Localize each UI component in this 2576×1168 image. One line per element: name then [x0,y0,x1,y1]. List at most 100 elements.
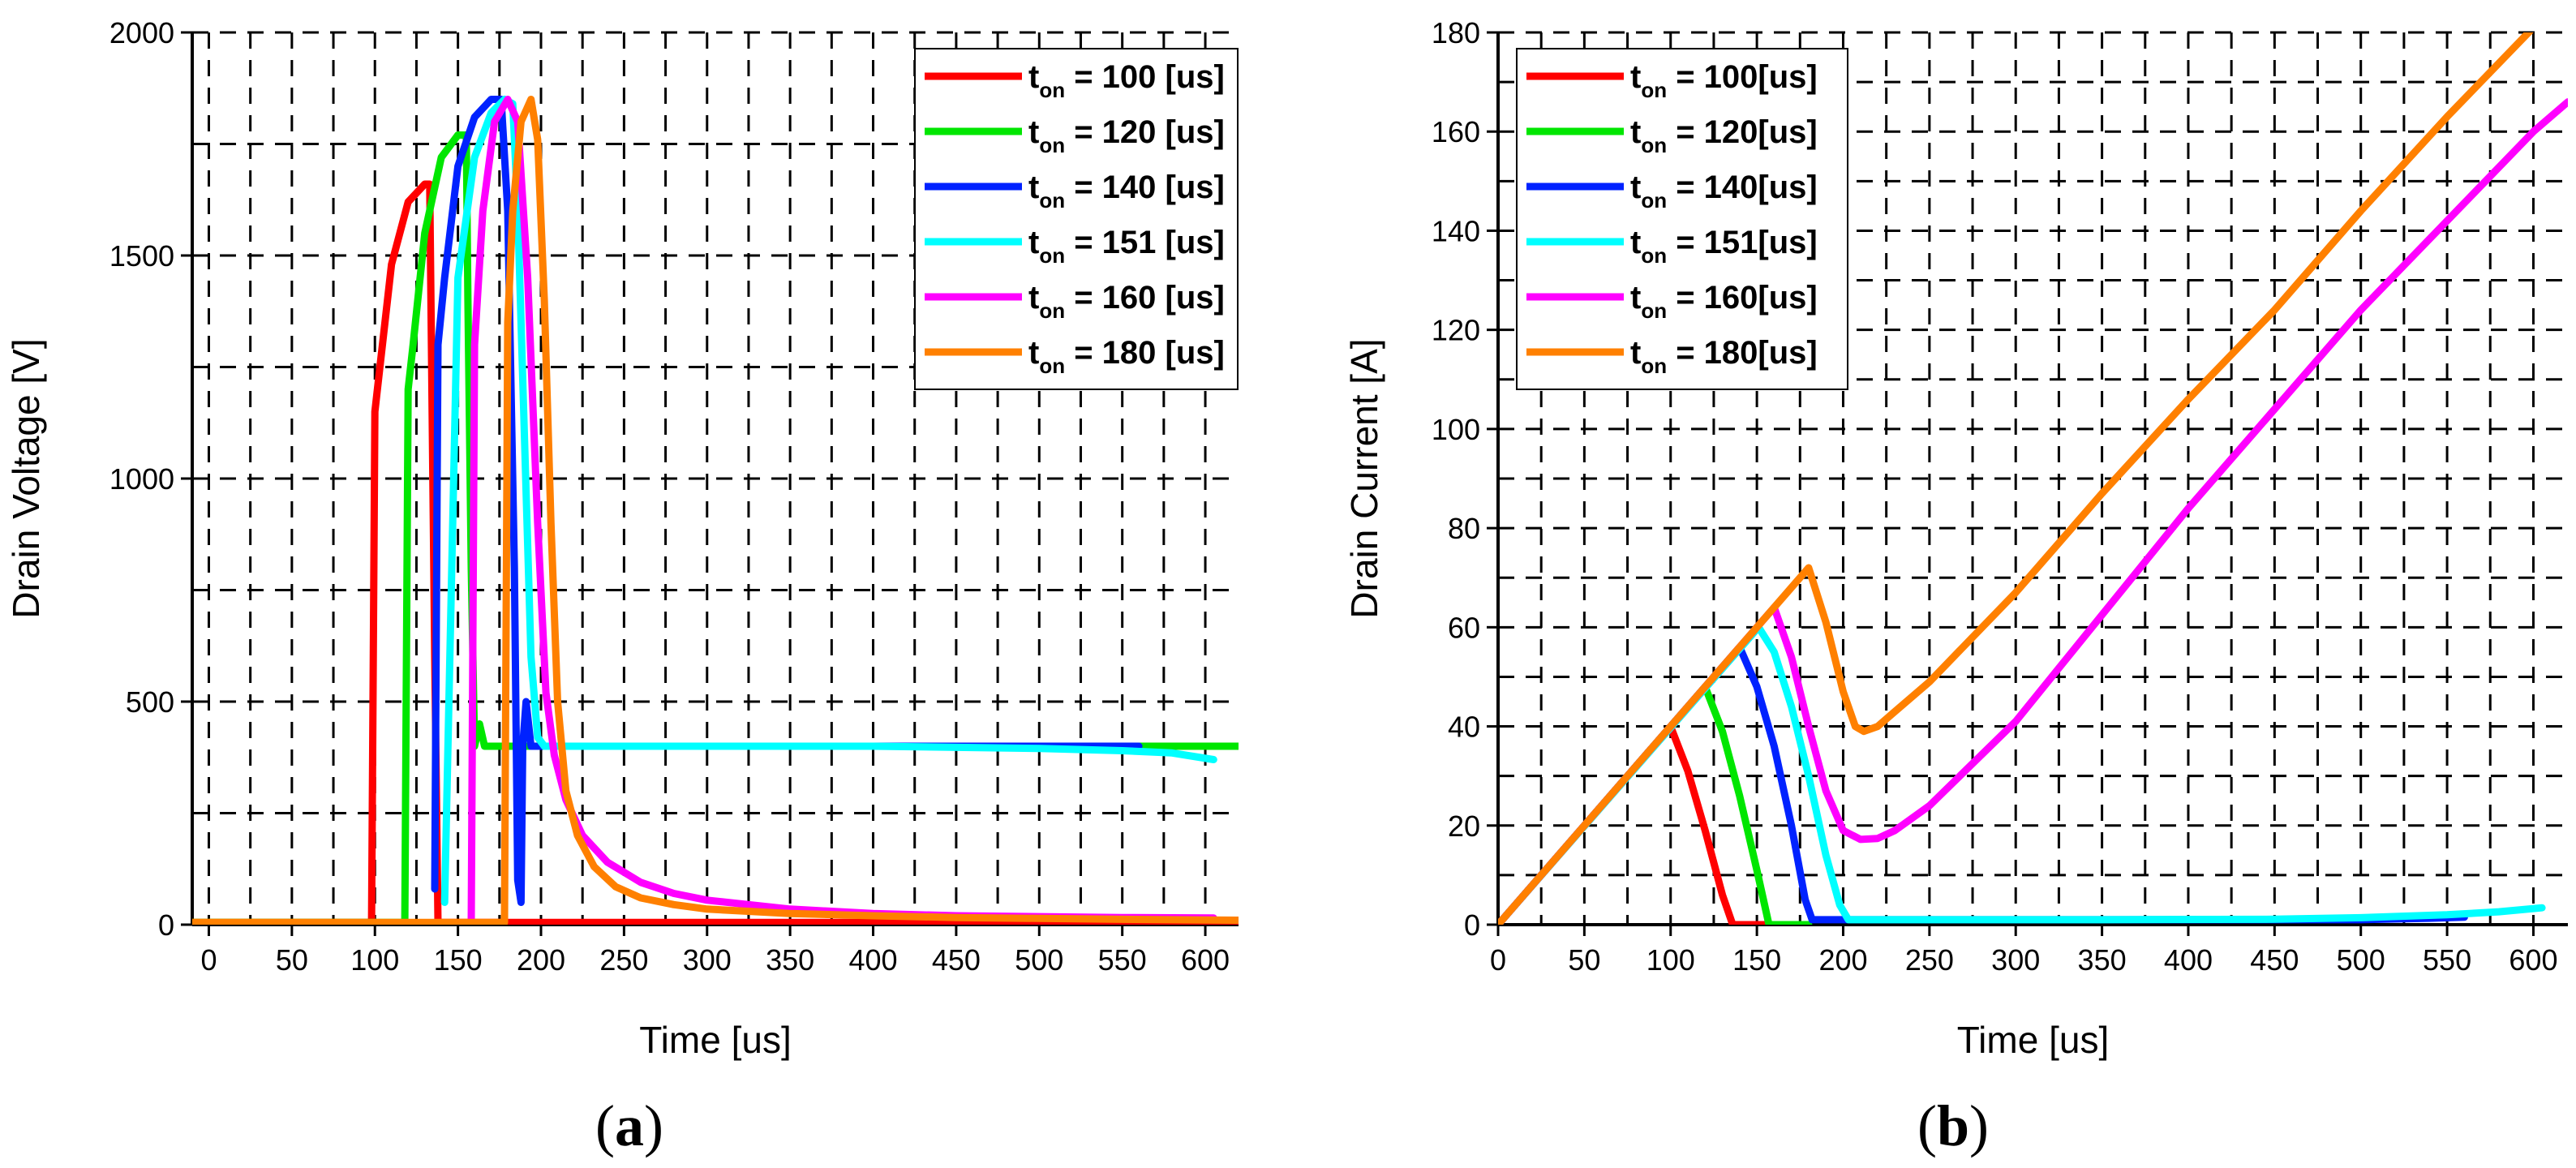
panel-a: 0 50 100 150 200 250 300 350 400 450 500 550 600 0 500… [5,16,1239,1158]
x-tick-label: 400 [848,943,897,977]
legend-label-rest: = 180 [us] [1065,335,1225,371]
legend: ton = 100[us]ton = 120[us]ton = 140[us]t… [1516,48,1848,390]
legend-label-rest: = 100[us] [1667,59,1818,95]
y-tick-label: 500 [126,685,174,719]
legend-label-main: t [1630,114,1641,150]
legend-label: ton = 151 [us] [1028,225,1225,268]
x-tick-label: 350 [2078,943,2127,977]
x-tick-label: 250 [1905,943,1954,977]
legend-label-main: t [1630,335,1641,371]
y-tick-label: 1000 [109,462,174,496]
x-tick-label: 600 [2509,943,2557,977]
caption-paren-open: ( [595,1093,615,1158]
x-tick-label: 450 [2250,943,2299,977]
x-tick-label: 150 [434,943,483,977]
legend-label-rest: = 151[us] [1667,225,1818,260]
x-tick-label: 550 [1098,943,1147,977]
x-tick-label: 0 [1490,943,1506,977]
panel-b: 0 50 100 150 200 250 300 350 400 450 500 550 600 0 20 4… [1343,16,2568,1158]
legend-label-main: t [1630,225,1641,260]
y-tick-label: 0 [158,908,174,942]
x-tick-label: 500 [1015,943,1063,977]
legend-label-rest: = 140[us] [1667,170,1818,205]
legend-box [1516,48,1848,390]
series-line-160 [1498,98,2568,925]
x-tick-label: 100 [350,943,399,977]
legend-label-sub: on [1039,188,1065,213]
x-tick-label: 50 [276,943,308,977]
x-tick-label: 0 [200,943,217,977]
legend-label-main: t [1630,280,1641,316]
legend-label: ton = 180 [us] [1028,335,1225,378]
legend-label-sub: on [1641,133,1667,157]
legend-label: ton = 140[us] [1630,170,1818,213]
legend-label-sub: on [1641,354,1667,378]
x-tick-label: 450 [932,943,981,977]
legend-label: ton = 151[us] [1630,225,1818,268]
caption-letter: b [1937,1093,1969,1158]
series-line-120 [192,131,1239,925]
caption-paren-close: ) [1969,1093,1989,1158]
legend-label-sub: on [1039,298,1065,323]
y-tick-label: 180 [1432,16,1480,49]
panel-caption: (a) [595,1093,663,1158]
y-tick-label: 120 [1432,314,1480,347]
series-line-180 [192,96,1239,925]
x-tick-label: 200 [517,943,565,977]
legend-label-sub: on [1039,243,1065,268]
legend-label: ton = 120 [us] [1028,114,1225,157]
legend-label-rest: = 151 [us] [1065,225,1225,260]
y-tick-label: 2000 [109,16,174,49]
y-tick-label: 100 [1432,413,1480,446]
x-tick-label: 150 [1732,943,1781,977]
legend-label-sub: on [1641,78,1667,102]
series-line-120 [1498,683,1813,925]
x-tick-label: 350 [766,943,814,977]
legend-label-main: t [1028,280,1039,316]
legend-label-sub: on [1039,133,1065,157]
legend-label-main: t [1028,114,1039,150]
x-tick-label: 100 [1646,943,1695,977]
caption-paren-close: ) [644,1093,663,1158]
legend-label-rest: = 140 [us] [1065,170,1225,205]
legend-label-rest: = 160[us] [1667,280,1818,316]
series-line-140 [1498,643,2468,925]
y-axis-title: Drain Current [A] [1343,338,1385,618]
legend-box [914,48,1239,390]
x-axis-title: Time [us] [1957,1019,2109,1061]
series-line-180 [1498,32,2534,925]
caption-letter: a [615,1093,644,1158]
legend-label-sub: on [1641,243,1667,268]
legend-label: ton = 160 [us] [1028,280,1225,323]
legend-label: ton = 100 [us] [1028,59,1225,102]
legend-label-main: t [1630,59,1641,95]
legend-label-rest: = 120[us] [1667,114,1818,150]
legend-label: ton = 180[us] [1630,335,1818,378]
legend-label-rest: = 100 [us] [1065,59,1225,95]
legend-label-rest: = 120 [us] [1065,114,1225,150]
legend-label-main: t [1028,170,1039,205]
series-group [192,96,1239,925]
legend-label-sub: on [1039,354,1065,378]
y-tick-label: 60 [1448,611,1480,644]
x-tick-label: 200 [1818,943,1867,977]
series-line-151 [1498,623,2546,925]
legend-label-main: t [1630,170,1641,205]
legend-label-rest: = 160 [us] [1065,280,1225,316]
caption-paren-open: ( [1917,1093,1937,1158]
y-tick-label: 40 [1448,711,1480,744]
panel-caption: (b) [1917,1093,1989,1158]
x-tick-label: 50 [1568,943,1600,977]
y-tick-label: 0 [1464,908,1480,942]
legend-label-rest: = 180[us] [1667,335,1818,371]
x-tick-label: 600 [1181,943,1230,977]
legend-label-sub: on [1039,78,1065,102]
x-tick-label: 400 [2164,943,2213,977]
y-tick-label: 20 [1448,809,1480,843]
y-tick-label: 1500 [109,239,174,273]
y-tick-label: 140 [1432,214,1480,247]
y-tick-label: 80 [1448,512,1480,545]
legend-label-main: t [1028,225,1039,260]
legend-label-main: t [1028,59,1039,95]
